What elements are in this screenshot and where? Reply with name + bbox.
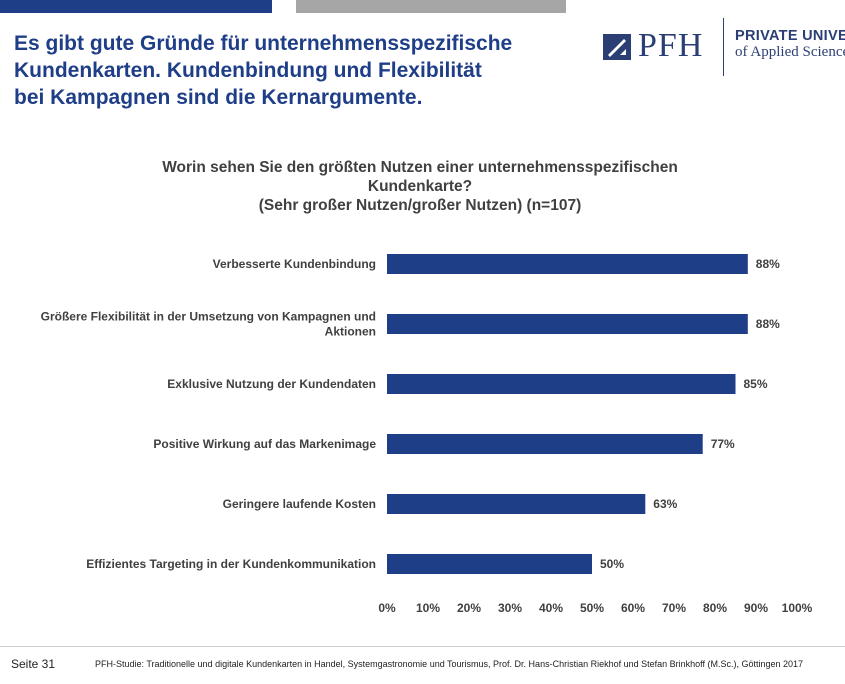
chart-title: Worin sehen Sie den größten Nutzen einer… — [40, 158, 800, 215]
x-tick-label: 20% — [457, 601, 481, 615]
x-tick-label: 50% — [580, 601, 604, 615]
value-label: 50% — [600, 557, 624, 571]
category-labels: Verbesserte Kundenbindung Größere Flexibi… — [41, 257, 377, 571]
slide-title: Es gibt gute Gründe für unternehmensspez… — [14, 30, 594, 111]
source-note: PFH-Studie: Traditionelle und digitale K… — [95, 659, 804, 669]
x-tick-label: 60% — [621, 601, 645, 615]
slide-title-line: Es gibt gute Gründe für unternehmensspez… — [14, 32, 513, 55]
category-label: Exklusive Nutzung der Kundendaten — [167, 377, 376, 391]
logo-applied-sciences-line: of Applied Sciences — [735, 44, 845, 60]
bars — [387, 254, 748, 574]
page-number: Seite 31 — [11, 657, 56, 671]
x-axis-ticks: 0% 10% 20% 30% 40% 50% 60% 70% 80% 90% 100% — [378, 601, 812, 615]
footer-divider — [0, 646, 845, 647]
bar — [387, 374, 736, 394]
x-tick-label: 100% — [782, 601, 813, 615]
category-label: Größere Flexibilität in der Umsetzung vo… — [41, 310, 376, 324]
logo-university-line: PRIVATE UNIVERSITY — [735, 28, 845, 44]
value-label: 63% — [653, 497, 677, 511]
x-tick-label: 40% — [539, 601, 563, 615]
bar — [387, 314, 748, 334]
logo-wordmark: PFH — [638, 27, 704, 64]
x-tick-label: 10% — [416, 601, 440, 615]
x-tick-label: 70% — [662, 601, 686, 615]
x-tick-label: 80% — [703, 601, 727, 615]
category-label: Aktionen — [325, 325, 376, 339]
chart-title-line: Kundenkarte? — [367, 178, 473, 195]
bar — [387, 254, 748, 274]
x-tick-label: 30% — [498, 601, 522, 615]
category-label: Effizientes Targeting in der Kundenkommu… — [86, 557, 376, 571]
value-label: 88% — [756, 317, 780, 331]
bar — [387, 494, 646, 514]
category-label: Verbesserte Kundenbindung — [213, 257, 376, 271]
slide-title-line: Kundenkarten. Kundenbindung und Flexibil… — [14, 59, 482, 82]
value-labels: 88% 88% 85% 77% 63% 50% — [600, 257, 780, 571]
slide-title-line: bei Kampagnen sind die Kernargumente. — [14, 86, 423, 109]
bar — [387, 434, 703, 454]
value-label: 85% — [744, 377, 768, 391]
bar-chart: Verbesserte Kundenbindung Größere Flexibi… — [41, 254, 813, 615]
value-label: 77% — [711, 437, 735, 451]
x-tick-label: 90% — [744, 601, 768, 615]
bar — [387, 554, 592, 574]
category-label: Geringere laufende Kosten — [223, 497, 376, 511]
pfh-logo-mark-icon — [603, 34, 631, 60]
chart-title-line: Worin sehen Sie den größten Nutzen einer… — [162, 159, 678, 176]
chart-title-line: (Sehr großer Nutzen/großer Nutzen) (n=10… — [258, 197, 582, 214]
value-label: 88% — [756, 257, 780, 271]
logo-divider — [723, 18, 724, 76]
top-accent-bar-gray — [296, 0, 566, 13]
category-label: Positive Wirkung auf das Markenimage — [153, 437, 376, 451]
pfh-logo: PFH PRIVATE UNIVERSITY of Applied Scienc… — [602, 18, 845, 78]
x-tick-label: 0% — [378, 601, 396, 615]
top-accent-bar-blue — [0, 0, 272, 13]
